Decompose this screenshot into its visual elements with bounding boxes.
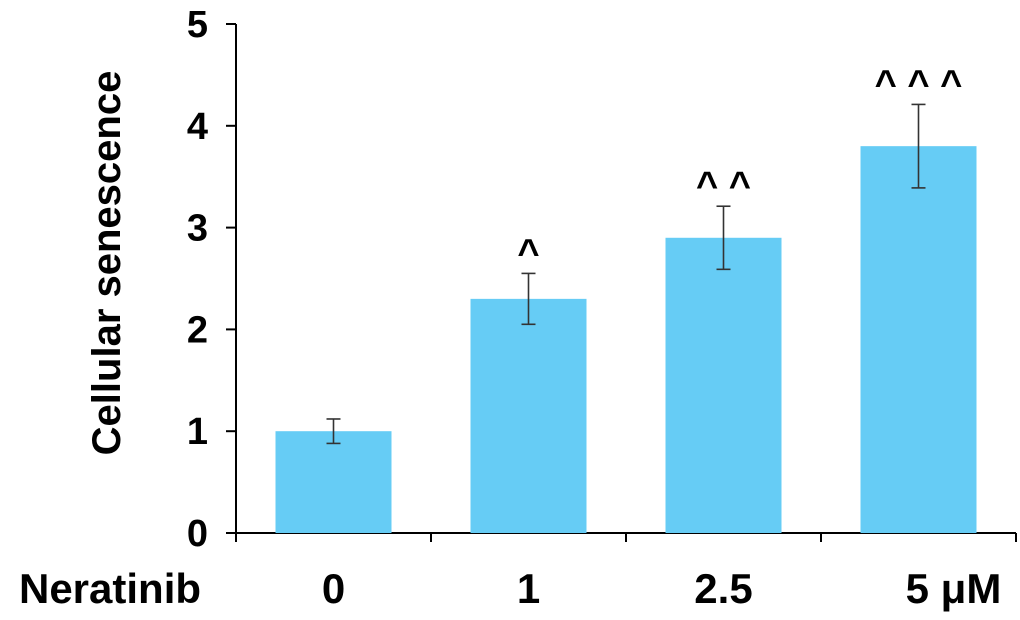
y-tick-label: 0 [187,513,208,555]
bar [665,237,782,533]
y-tick-label: 5 [187,4,208,46]
significance-marker: ^ ^ ^ [875,63,963,105]
x-tick-label: 2.5 [694,565,752,612]
plot-area: 0 1 2 3 4 5 0 ^ 1 ^ ^ 2.5 ^ ^ ^ 5 μM [187,4,1017,612]
significance-marker: ^ ^ [696,165,751,207]
x-axis-title: Neratinib [19,565,201,612]
x-tick-label: 5 μM [906,565,1002,612]
x-tick-label: 1 [517,565,540,612]
y-tick-label: 4 [187,106,208,148]
y-axis-title: Cellular senescence [85,71,129,456]
y-tick-label: 2 [187,309,208,351]
y-tick-label: 3 [187,208,208,250]
x-tick-label: 0 [322,565,345,612]
significance-marker: ^ [517,232,539,274]
bar [275,431,392,533]
bar [470,298,587,533]
y-tick-label: 1 [187,411,208,453]
bar [860,146,977,533]
